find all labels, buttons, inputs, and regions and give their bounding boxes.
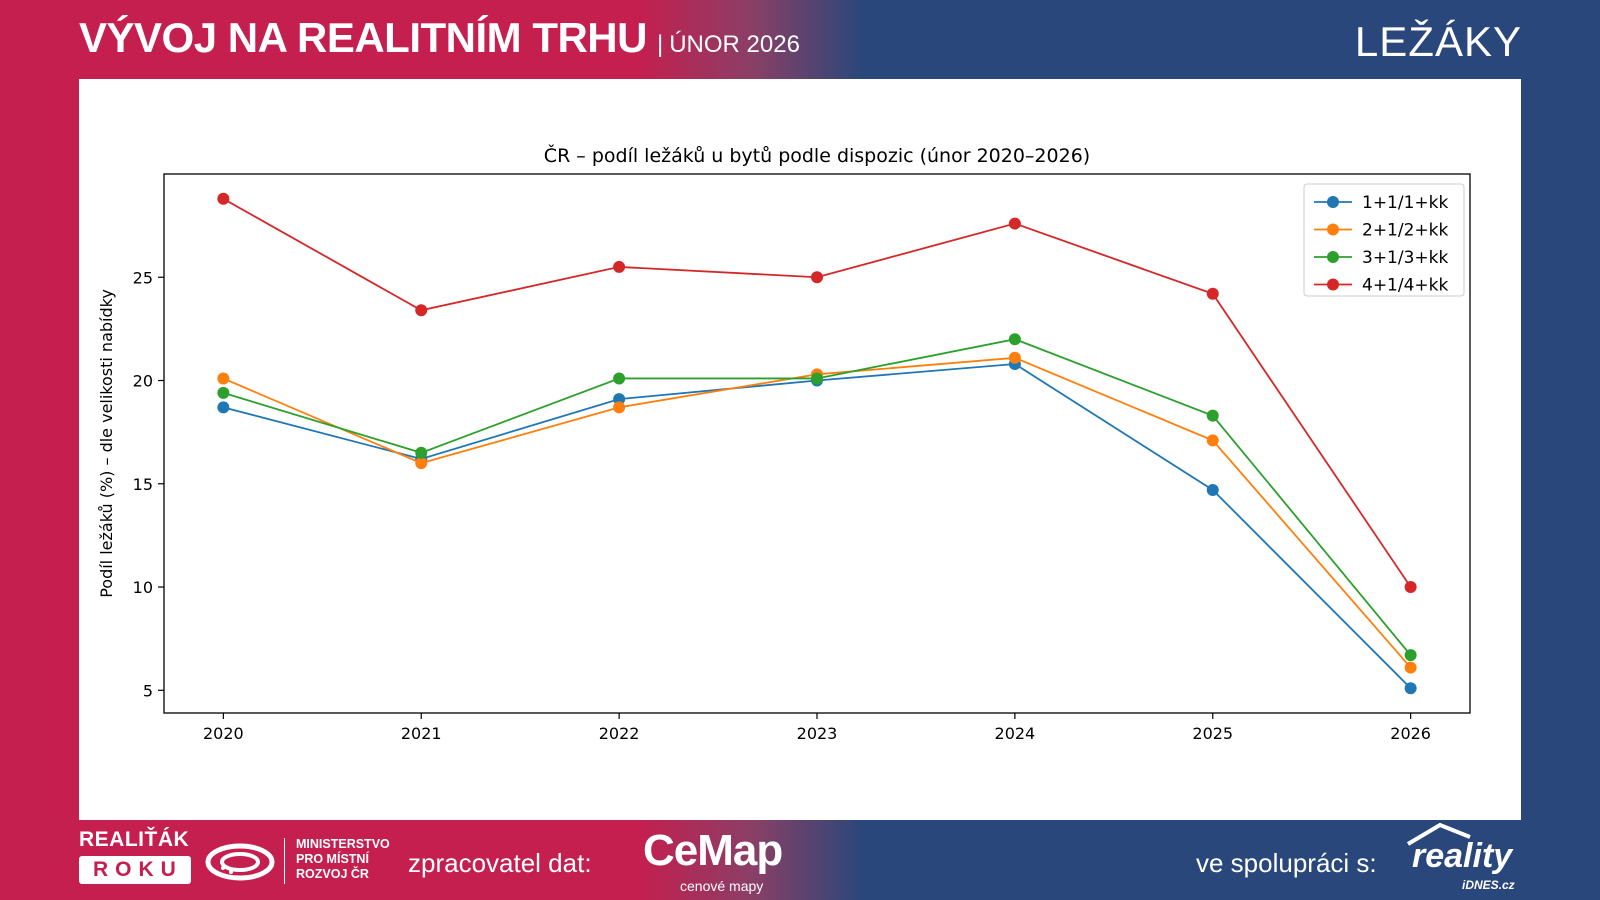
x-tick-label: 2022 xyxy=(599,724,640,743)
page-title: VÝVOJ NA REALITNÍM TRHU xyxy=(79,14,647,61)
data-point-1 xyxy=(613,393,626,406)
data-point-4 xyxy=(1008,217,1021,230)
data-processor-label: zpracovatel dat: xyxy=(408,848,592,878)
data-point-1 xyxy=(1206,483,1219,496)
page-subtitle: | ÚNOR 2026 xyxy=(657,31,800,59)
page-header: VÝVOJ NA REALITNÍM TRHU | ÚNOR 2026 xyxy=(79,14,800,62)
realitak-roku-logo: REALIŤÁK ROKU xyxy=(79,828,191,884)
reality-idnes-logo: reality xyxy=(1412,837,1513,875)
series-line-3 xyxy=(223,338,1412,656)
data-point-4 xyxy=(217,192,230,205)
data-point-4 xyxy=(1206,287,1219,300)
data-point-1 xyxy=(1404,682,1417,695)
ministry-line-2: PRO MÍSTNÍ xyxy=(296,852,369,866)
data-point-1 xyxy=(217,401,230,414)
data-point-3 xyxy=(1206,409,1219,422)
cooperation-label: ve spolupráci s: xyxy=(1196,848,1377,878)
data-point-3 xyxy=(613,372,626,385)
ministry-line-1: MINISTERSTVO xyxy=(296,837,390,851)
plot-frame xyxy=(163,173,1471,714)
y-axis-label: Podíl ležáků (%) – dle velikosti nabídky xyxy=(97,289,116,598)
series-line-4 xyxy=(222,197,1412,588)
data-point-3 xyxy=(1404,649,1417,662)
cemap-tagline: cenové mapy xyxy=(680,878,764,894)
data-point-4 xyxy=(415,304,428,317)
legend-label-2: 2+1/2+kk xyxy=(1362,221,1449,241)
logo-divider xyxy=(284,838,285,884)
legend-marker-2 xyxy=(1327,223,1339,236)
roku-badge: ROKU xyxy=(79,856,191,884)
data-point-2 xyxy=(217,372,230,385)
data-point-4 xyxy=(613,260,626,273)
x-tick-label: 2026 xyxy=(1390,724,1431,743)
y-tick-label: 25 xyxy=(133,268,153,287)
legend-marker-1 xyxy=(1327,196,1339,208)
data-point-3 xyxy=(217,386,230,399)
x-tick-label: 2023 xyxy=(797,724,838,743)
realitak-text: REALIŤÁK xyxy=(79,828,190,851)
data-point-4 xyxy=(1404,581,1417,594)
legend-marker-4 xyxy=(1327,278,1339,291)
ministry-name: MINISTERSTVO PRO MÍSTNÍ ROZVOJ ČR xyxy=(296,837,390,882)
x-tick-label: 2020 xyxy=(203,724,244,743)
chart-card: ČR – podíl ležáků u bytů podle dispozic … xyxy=(79,79,1521,820)
ministry-line-3: ROZVOJ ČR xyxy=(296,867,369,881)
x-tick-label: 2025 xyxy=(1192,724,1233,743)
data-point-2 xyxy=(1008,351,1021,364)
legend-label-3: 3+1/3+kk xyxy=(1362,248,1449,268)
y-tick-label: 5 xyxy=(143,681,153,700)
data-point-4 xyxy=(811,271,823,284)
legend-label-4: 4+1/4+kk xyxy=(1362,276,1449,296)
data-point-3 xyxy=(1008,333,1021,346)
legend-marker-3 xyxy=(1327,251,1339,263)
period-label: ÚNOR 2026 xyxy=(669,31,800,58)
idnes-label: iDNES.cz xyxy=(1462,878,1515,892)
series-line-1 xyxy=(223,363,1412,689)
y-tick-label: 15 xyxy=(133,475,153,494)
data-point-3 xyxy=(415,446,428,459)
section-title: LEŽÁKY xyxy=(1354,18,1522,65)
data-point-2 xyxy=(415,457,428,470)
footer: REALIŤÁK ROKU MINISTERSTVO PRO MÍSTNÍ RO… xyxy=(0,820,1600,900)
y-tick-label: 10 xyxy=(133,578,153,597)
series-line-2 xyxy=(223,356,1412,669)
y-tick-label: 20 xyxy=(133,372,153,391)
title-separator: | xyxy=(656,31,664,58)
house-icon xyxy=(1406,822,1471,846)
data-point-2 xyxy=(1206,434,1219,447)
chart-title: ČR – podíl ležáků u bytů podle dispozic … xyxy=(544,143,1090,167)
line-chart: ČR – podíl ležáků u bytů podle dispozic … xyxy=(97,143,1471,743)
legend-box xyxy=(1303,183,1465,297)
x-tick-label: 2021 xyxy=(401,724,442,743)
data-point-3 xyxy=(811,372,823,385)
x-tick-label: 2024 xyxy=(995,724,1036,743)
data-point-2 xyxy=(613,401,626,414)
ministry-emblem-icon xyxy=(205,843,275,881)
data-point-2 xyxy=(1404,661,1417,674)
cemap-logo: CeMap xyxy=(643,826,783,875)
legend-label-1: 1+1/1+kk xyxy=(1362,193,1449,213)
